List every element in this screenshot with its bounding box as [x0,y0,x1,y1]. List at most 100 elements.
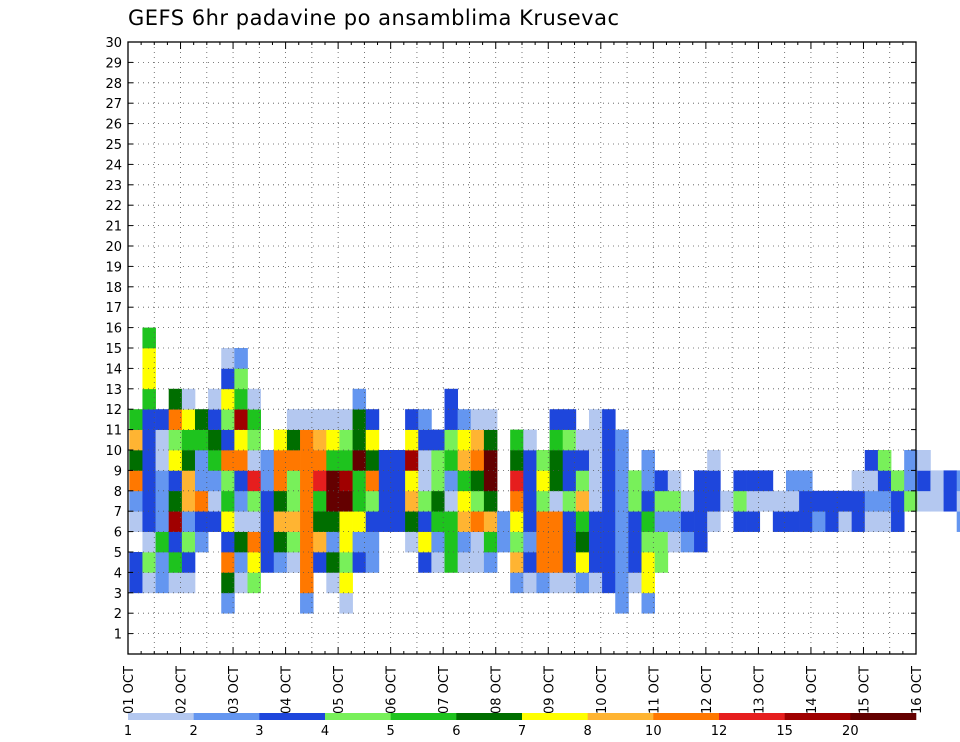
heat-cell [181,490,196,512]
heat-cell [457,409,472,430]
heat-cell [772,490,787,512]
heat-cell [339,450,353,471]
colorbar [128,713,917,720]
heat-cell [142,490,156,512]
heat-cell [378,450,393,471]
heat-cell [588,429,603,451]
heat-cell [155,450,170,471]
colorbar-label: 1 [124,724,132,739]
heat-cell [510,572,524,594]
heat-cell [168,531,183,553]
x-tick-label: 04 OCT [280,666,295,714]
heat-cell [378,511,393,532]
colorbar-swatch [719,713,785,720]
heat-cell [405,470,419,492]
heat-cell [168,572,183,594]
heat-cell [470,511,485,532]
colorbar-labels: 1 2 3 4 5 6 7 8 10 12 15 20 [124,724,859,739]
heat-cell [129,429,143,451]
heat-cell [286,531,301,553]
heat-cell [194,450,209,471]
heat-cell [680,531,695,553]
heat-cell [168,450,183,471]
heat-cell [562,572,577,594]
heat-cell [851,511,866,532]
heat-cell [300,470,314,492]
y-tick-label: 11 [105,424,122,439]
heat-cell [155,511,170,532]
heat-cell [260,552,275,573]
heat-cell [431,531,445,553]
heat-cell [483,409,498,430]
heat-cell [221,490,235,512]
y-tick-label: 19 [105,260,122,275]
heat-cell [628,470,642,492]
heat-cell [707,450,721,471]
heat-cell [444,388,458,410]
y-tick-label: 24 [105,158,122,173]
heat-cell [168,470,183,492]
x-tick-label: 03 OCT [227,666,242,714]
heat-cell [628,572,642,594]
heat-cell [602,409,616,430]
heat-cell [470,450,485,471]
heat-cell [523,572,537,594]
heat-cell [194,429,209,451]
heat-cell [352,409,367,430]
heat-cell [759,490,774,512]
heat-cell [733,470,747,492]
heat-cell [838,511,852,532]
heat-cell [155,572,170,594]
heat-cell [641,470,655,492]
heat-cell [864,470,879,492]
heat-cell [628,552,642,573]
heat-cell [851,490,866,512]
heat-cell [142,572,156,594]
heat-cell [510,552,524,573]
colorbar-swatch [784,713,851,720]
heat-cell [562,429,577,451]
heat-cell [497,511,511,532]
heat-cell [483,470,498,492]
heat-cell [536,450,550,471]
heat-cell [365,429,380,451]
heat-cell [405,409,419,430]
x-tick-label: 06 OCT [385,666,400,714]
heat-cell [300,572,314,594]
heat-cell [247,409,261,430]
heat-cell [142,511,156,532]
colorbar-label: 12 [711,724,728,739]
y-tick-label: 27 [105,97,122,112]
heat-cell [746,490,761,512]
heat-cell [221,450,235,471]
heat-cell [602,531,616,553]
heat-cell [549,552,564,573]
heat-cell [142,552,156,573]
heat-cell [234,388,248,410]
heat-cell [956,470,960,492]
heat-cell [194,409,209,430]
heat-cell [181,531,196,553]
heat-cell [457,450,472,471]
heat-cell [313,552,327,573]
heat-cell [575,450,590,471]
heat-cell [536,511,550,532]
colorbar-swatch [193,713,260,720]
heat-cell [234,429,248,451]
heat-cell [247,572,261,594]
heat-cell [313,429,327,451]
y-tick-label: 17 [105,301,122,316]
heat-cell [352,511,367,532]
heat-cell [273,511,288,532]
heat-cell [470,490,485,512]
heat-cell [142,327,156,349]
heat-cell [194,511,209,532]
heat-cell [142,388,156,410]
x-tick-label: 11 OCT [647,666,662,714]
heat-cell [326,470,340,492]
heat-cell [588,552,603,573]
heat-cell [510,531,524,553]
heat-cell [641,572,655,594]
heat-cell [286,552,301,573]
heat-cell [457,531,472,553]
